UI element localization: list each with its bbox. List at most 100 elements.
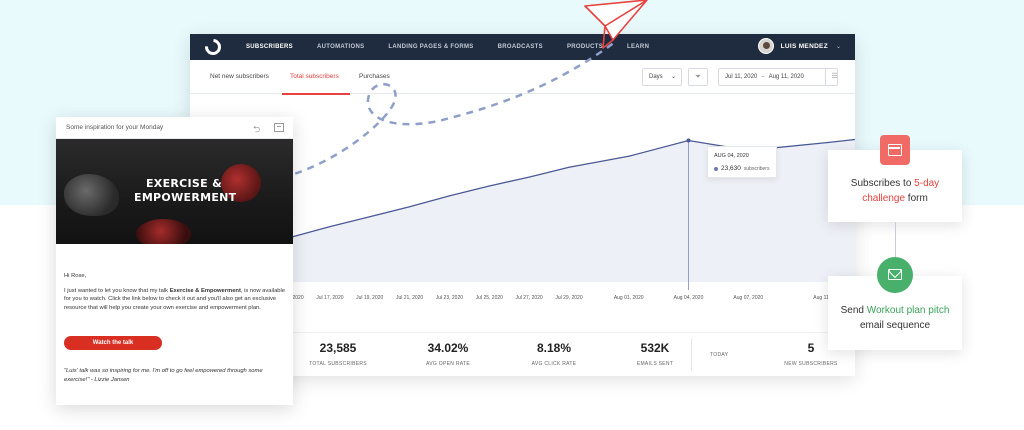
chart-point[interactable] (628, 155, 630, 157)
user-menu[interactable]: LUIS MENDEZ ⌄ (757, 38, 841, 54)
boxing-glove-image (136, 219, 191, 244)
chart-point[interactable] (686, 138, 691, 143)
body-text: I just wanted to let you know that my ta… (64, 287, 170, 294)
body-text: , is now available for you to watch. Cli… (64, 287, 286, 311)
stat-label: AVG OPEN RATE (426, 361, 470, 367)
subtabs: Net new subscribers Total subscribers Pu… (190, 60, 855, 95)
stat-value: 23,585 (319, 341, 357, 355)
email-greeting: Hi Rose, (64, 273, 87, 279)
testimonial-quote: "Luis' talk was so inspiring for me. I'm… (64, 368, 263, 383)
chart-point[interactable] (369, 216, 371, 218)
email-paragraph: I just wanted to let you know that my ta… (64, 287, 286, 313)
filter-icon: ⏷ (694, 72, 702, 81)
nav-item-automations[interactable]: AUTOMATIONS (316, 44, 365, 50)
body-talk-title: Exercise & Empowerment (169, 287, 241, 294)
x-tick-label: Aug 04, 2020 (674, 295, 704, 301)
interval-value: Days (649, 74, 663, 80)
card-text-part: Send (840, 305, 867, 316)
x-tick-label: Jul 17, 2020 (316, 295, 343, 301)
chart-point[interactable] (528, 176, 530, 178)
sequence-name: Workout plan pitch (866, 305, 950, 316)
email-badge (877, 257, 913, 293)
card-text-part: email sequence (859, 320, 931, 331)
stat-label: EMAILS SENT (636, 361, 674, 367)
flow-connector (895, 222, 896, 258)
x-tick-label: Jul 21, 2020 (396, 295, 423, 301)
date-separator: – (761, 74, 765, 80)
nav-item-landing-pages-forms[interactable]: LANDING PAGES & FORMS (388, 44, 474, 50)
stat-value: 8.18% (536, 341, 572, 355)
chart-point[interactable] (568, 166, 570, 168)
tab-total-subscribers[interactable]: Total subscribers (290, 73, 339, 80)
stat-click-rate: 8.18% AVG CLICK RATE (509, 341, 599, 367)
chart-tooltip: AUG 04, 2020 23,630 subscribers (707, 146, 777, 178)
filter-button[interactable]: ⏷ (688, 68, 708, 86)
boxing-glove-image (221, 164, 261, 202)
tooltip-unit: subscribers (743, 165, 770, 172)
email-header: Some inspiration for your Monday ⮌ (56, 117, 293, 139)
trigger-text: Subscribes to 5-day challenge form (828, 176, 962, 206)
x-tick-label: Jul 29, 2020 (555, 295, 582, 301)
stat-value: 34.02% (427, 341, 469, 355)
chart-point[interactable] (448, 195, 450, 197)
paper-plane-icon (584, 0, 648, 49)
action-text: Send Workout plan pitch email sequence (828, 303, 962, 333)
interval-select[interactable]: Days ⌄ (642, 68, 682, 86)
stat-label: AVG CLICK RATE (531, 361, 577, 367)
archive-icon[interactable] (274, 123, 284, 132)
nav-item-broadcasts[interactable]: BROADCASTS (497, 44, 543, 50)
stat-label: TOTAL SUBSCRIBERS (309, 361, 367, 367)
tab-net-new-subscribers[interactable]: Net new subscribers (210, 73, 269, 80)
email-subject: Some inspiration for your Monday (66, 124, 164, 131)
card-text-part: Subscribes to (850, 178, 915, 189)
stat-new-subscribers-today: 5 NEW SUBSCRIBERS (766, 341, 856, 367)
date-from: Jul 11, 2020 (725, 74, 758, 80)
boxing-glove-image (64, 174, 119, 216)
envelope-icon (888, 269, 902, 280)
card-text-part: form (905, 193, 928, 204)
email-body: Hi Rose, I just wanted to let you know t… (64, 272, 286, 312)
form-name: 5-day challenge (862, 178, 940, 204)
x-tick-label: Jul 25, 2020 (476, 295, 503, 301)
chevron-down-icon: ⌄ (670, 74, 676, 80)
hero-title: EXERCISE & EMPOWERMENT (134, 177, 237, 204)
nav-item-learn[interactable]: LEARN (627, 44, 650, 50)
stat-total-subscribers: 23,585 TOTAL SUBSCRIBERS (293, 341, 383, 367)
watch-talk-button[interactable]: Watch the talk (64, 336, 162, 350)
stat-value: 532K (640, 341, 670, 355)
chart-point[interactable] (827, 141, 829, 144)
chart-point[interactable] (488, 185, 490, 187)
menu-icon: ☰ (831, 73, 838, 80)
top-navigation: SUBSCRIBERS AUTOMATIONS LANDING PAGES & FO… (190, 34, 855, 60)
form-badge (880, 135, 910, 165)
x-tick-label: Jul 27, 2020 (515, 295, 542, 301)
x-tick-label: Jul 23, 2020 (436, 295, 463, 301)
email-hero-image: EXERCISE & EMPOWERMENT (56, 139, 293, 244)
chart-point[interactable] (329, 226, 331, 228)
x-tick-label: Jul 19, 2020 (356, 295, 383, 301)
email-preview: Some inspiration for your Monday ⮌ EXERC… (56, 117, 293, 405)
reply-icon[interactable]: ⮌ (253, 124, 261, 134)
date-range-picker[interactable]: Jul 11, 2020– Aug 11, 2020 (718, 68, 838, 86)
tab-purchases[interactable]: Purchases (359, 73, 390, 80)
stat-value: 5 (807, 341, 815, 355)
browser-window-icon (888, 144, 902, 156)
today-label: TODAY (710, 352, 729, 358)
divider (691, 339, 692, 371)
options-button[interactable]: ☰ (825, 68, 843, 86)
tooltip-value: 23,630 (721, 165, 741, 172)
nav-item-subscribers[interactable]: SUBSCRIBERS (246, 44, 293, 50)
series-dot (714, 166, 718, 171)
chevron-down-icon[interactable]: ⌄ (835, 43, 841, 50)
trigger-card[interactable]: Subscribes to 5-day challenge form (828, 150, 962, 222)
stats-bar: 23,585 TOTAL SUBSCRIBERS 34.02% AVG OPEN… (190, 332, 855, 376)
chart-point[interactable] (409, 206, 411, 208)
date-to: Aug 11, 2020 (768, 74, 804, 80)
x-tick-label: Aug 01, 2020 (614, 295, 644, 301)
tooltip-date: AUG 04, 2020 (714, 153, 749, 159)
x-tick-label: Aug 07, 2020 (733, 295, 763, 301)
avatar[interactable] (757, 38, 774, 54)
stat-label: NEW SUBSCRIBERS (784, 361, 838, 367)
logo-icon[interactable] (201, 35, 225, 59)
stat-emails-sent: 532K EMAILS SENT (610, 341, 700, 367)
